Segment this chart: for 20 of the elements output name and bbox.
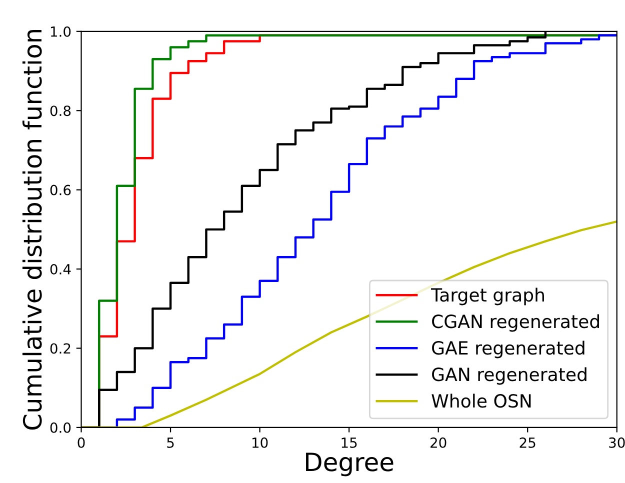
x-tick-label: 10: [252, 437, 268, 448]
x-tick-label: 15: [342, 438, 357, 448]
y-tick-label: 1.0: [50, 26, 71, 37]
y-axis-title: Cumulative distribution function: [22, 30, 42, 430]
legend-label: Whole OSN: [432, 394, 531, 408]
x-tick-label: 5: [167, 438, 174, 448]
y-tick-label: 0.6: [50, 184, 71, 196]
y-tick-label: 0.2: [50, 343, 70, 354]
x-tick-label: 0: [78, 437, 85, 448]
x-tick-label: 30: [609, 437, 625, 448]
x-axis-title: Degree: [306, 452, 394, 476]
y-tick-label: 0.4: [50, 264, 71, 275]
x-tick-label: 20: [430, 437, 446, 448]
y-tick-label: 0.8: [50, 106, 71, 116]
x-tick-label: 25: [520, 437, 536, 448]
legend-label: GAE regenerated: [432, 340, 584, 358]
legend-label: CGAN regenerated: [432, 314, 599, 332]
legend-label: Target graph: [430, 288, 544, 306]
legend-label: GAN regenerated: [432, 367, 586, 385]
y-tick-label: 0.0: [50, 422, 71, 433]
